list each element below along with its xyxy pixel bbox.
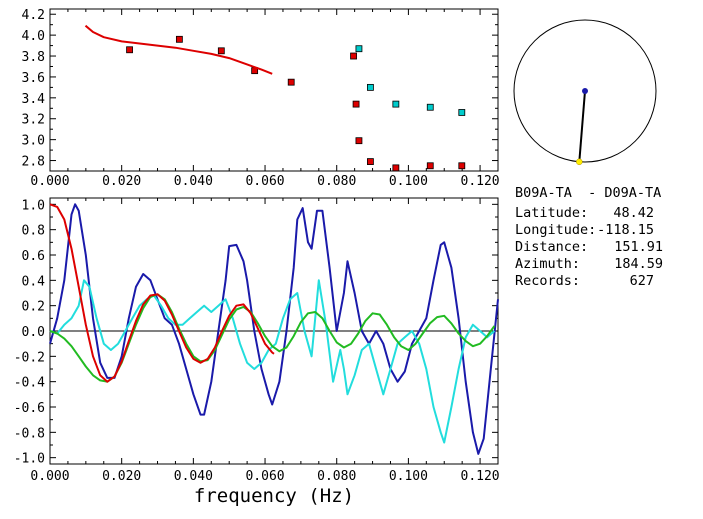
correlation-panel: 0.000 0.020 0.040 0.060 0.080 0.100 0.120 1.0 0…	[14, 197, 500, 507]
dispersion-x-tick-labels: 0.000 0.020 0.040 0.060 0.080 0.100 0.120	[30, 174, 499, 189]
y-tick-label: 3.2	[22, 113, 45, 128]
y-tick-label: -0.6	[14, 401, 45, 416]
dispersion-point	[126, 46, 133, 54]
dispersion-point	[392, 100, 400, 108]
dispersion-point	[287, 78, 295, 86]
y-tick-label: 3.8	[22, 50, 45, 65]
x-tick-label: 0.080	[317, 469, 356, 484]
info-latitude-label: Latitude:	[515, 205, 588, 221]
correlation-series-line-1	[49, 279, 496, 444]
info-azimuth-label: Azimuth:	[515, 256, 580, 272]
dispersion-panel: 0.000 0.020 0.040 0.060 0.080 0.100 0.120 4.24…	[22, 8, 500, 189]
dispersion-ticks	[49, 9, 498, 171]
x-tick-label: 0.000	[30, 174, 69, 189]
dispersion-point	[350, 52, 357, 60]
y-tick-label: -1.0	[14, 452, 45, 467]
x-tick-label: 0.020	[102, 469, 141, 484]
y-tick-label: 0.2	[22, 300, 45, 315]
y-tick-label: 0.0	[22, 325, 45, 340]
dispersion-point	[458, 109, 466, 116]
info-distance-label: Distance:	[515, 239, 588, 255]
dispersion-y-tick-labels: 4.2 4.0 3.8 3.6 3.4 3.2 3.0 2.8	[22, 8, 46, 169]
x-tick-label: 0.100	[389, 469, 428, 484]
x-tick-label: 0.060	[245, 469, 284, 484]
y-tick-label: 1.0	[22, 198, 45, 213]
correlation-series-line-0	[49, 203, 499, 455]
x-tick-label: 0.080	[317, 174, 356, 189]
y-tick-label: -0.4	[14, 376, 45, 391]
correlation-ticks	[49, 198, 498, 464]
correlation-y-tick-labels: 1.0 0.8 0.6 0.4 0.2 0.0 -0.2 -0.4 -0.6 -0.8 -1.0	[14, 198, 45, 466]
dispersion-point	[367, 83, 374, 91]
station-info: B09A-TA - D09A-TA Latitude: 48.42 Longit…	[515, 185, 663, 289]
azimuth-map	[513, 19, 657, 166]
info-azimuth-value: 184.59	[614, 256, 663, 272]
y-tick-label: 4.0	[22, 29, 45, 44]
dispersion-point	[426, 103, 434, 111]
y-tick-label: 3.0	[22, 134, 45, 149]
dispersion-point	[352, 100, 360, 108]
y-tick-label: -0.8	[14, 426, 45, 441]
x-tick-label: 0.020	[102, 174, 141, 189]
y-tick-label: 3.4	[22, 92, 46, 107]
dispersion-point	[426, 162, 434, 170]
station-pair: B09A-TA - D09A-TA	[515, 185, 661, 201]
correlation-series	[49, 203, 499, 455]
info-records-label: Records:	[515, 273, 580, 289]
x-tick-label: 0.000	[30, 469, 69, 484]
x-tick-label: 0.100	[389, 174, 428, 189]
dispersion-point	[392, 164, 400, 172]
dispersion-fit-line	[84, 24, 273, 75]
info-distance-value: 151.91	[614, 239, 663, 255]
info-longitude-value: -118.15	[597, 222, 654, 238]
dispersion-point	[175, 35, 183, 43]
station-center-marker	[582, 88, 588, 94]
info-longitude-label: Longitude:	[515, 222, 596, 238]
x-tick-label: 0.040	[174, 174, 213, 189]
azimuth-circle	[513, 19, 657, 163]
y-tick-label: 0.8	[22, 224, 45, 239]
dispersion-point	[217, 47, 225, 55]
x-tick-label: 0.040	[174, 469, 213, 484]
y-tick-label: 2.8	[22, 155, 45, 170]
x-tick-label: 0.120	[461, 469, 500, 484]
y-tick-label: 3.6	[22, 71, 45, 86]
x-tick-label: 0.120	[461, 174, 500, 189]
y-tick-label: 0.4	[22, 274, 46, 289]
correlation-series-line-3	[49, 203, 275, 383]
x-axis-label: frequency (Hz)	[194, 485, 354, 507]
dispersion-point	[367, 158, 374, 165]
info-latitude-value: 48.42	[613, 205, 654, 221]
y-tick-label: 0.6	[22, 249, 45, 264]
info-records-value: 627	[630, 273, 654, 289]
y-tick-label: -0.2	[14, 350, 45, 365]
dispersion-plot-frame	[49, 8, 499, 172]
dispersion-point	[355, 137, 363, 145]
dispersion-series	[84, 24, 466, 172]
correlation-x-tick-labels: 0.000 0.020 0.040 0.060 0.080 0.100 0.120	[30, 469, 499, 484]
dispersion-point	[458, 162, 466, 170]
x-tick-label: 0.060	[245, 174, 284, 189]
station-edge-marker	[576, 158, 583, 166]
y-tick-label: 4.2	[22, 8, 45, 23]
azimuth-line	[578, 90, 586, 162]
dispersion-point	[355, 45, 363, 53]
